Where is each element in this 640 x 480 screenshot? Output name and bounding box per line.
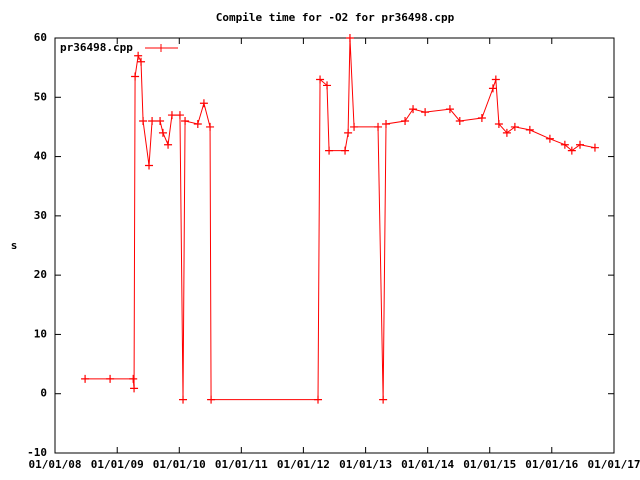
data-point [139, 117, 148, 125]
data-point [134, 51, 143, 60]
x-tick-label: 01/01/08 [29, 458, 82, 471]
data-point [325, 146, 334, 155]
y-tick-label: 60 [34, 31, 47, 44]
plot-frame [54, 37, 615, 454]
data-point [379, 395, 388, 404]
data-point [567, 146, 576, 155]
data-point [382, 119, 391, 128]
data-point [106, 374, 115, 383]
data-point [350, 122, 359, 131]
data-point [488, 84, 497, 93]
x-tick-label: 01/01/17 [588, 458, 640, 471]
data-point [341, 146, 350, 155]
data-point [502, 128, 511, 137]
x-tick-label: 01/01/12 [277, 458, 330, 471]
y-tick-label: 30 [34, 209, 47, 222]
x-tick-label: 01/01/15 [463, 458, 516, 471]
data-point [156, 117, 165, 125]
data-point [560, 140, 569, 149]
data-point [193, 119, 202, 128]
y-tick-label: 10 [34, 327, 47, 340]
data-point [477, 114, 486, 123]
data-point [131, 72, 140, 81]
data-point [494, 119, 503, 128]
y-tick-label: 0 [40, 387, 47, 400]
data-point [130, 384, 139, 393]
data-point [323, 81, 332, 90]
data-point [181, 117, 190, 125]
data-point [455, 117, 464, 125]
data-line [85, 37, 596, 401]
data-point [575, 140, 584, 149]
data-point [129, 374, 138, 383]
data-point [179, 395, 188, 404]
data-point [207, 395, 216, 404]
x-tick-label: 01/01/14 [401, 458, 454, 471]
data-point [199, 99, 208, 108]
data-point [167, 111, 176, 120]
legend-marker [157, 44, 165, 52]
x-tick-label: 01/01/13 [339, 458, 392, 471]
data-point [374, 122, 383, 131]
y-tick-label: -10 [27, 446, 47, 459]
y-tick-label: 20 [34, 268, 47, 281]
data-point [158, 128, 167, 137]
data-point [409, 105, 418, 114]
data-point [164, 140, 173, 149]
data-point [81, 374, 90, 383]
data-point [137, 57, 146, 66]
data-point [491, 75, 500, 84]
data-point [345, 34, 354, 42]
y-tick-label: 50 [34, 90, 47, 103]
data-point [175, 111, 184, 120]
data-point [316, 75, 325, 84]
data-point [145, 161, 154, 170]
x-tick-label: 01/01/16 [525, 458, 578, 471]
legend-label: pr36498.cpp [60, 41, 133, 54]
data-point [545, 134, 554, 143]
data-point [314, 395, 323, 404]
y-tick-label: 40 [34, 150, 47, 163]
x-tick-label: 01/01/09 [91, 458, 144, 471]
data-point [148, 117, 157, 125]
data-point [525, 125, 534, 134]
x-tick-label: 01/01/11 [215, 458, 268, 471]
x-tick-label: 01/01/10 [153, 458, 206, 471]
data-point [206, 122, 215, 131]
y-axis-label: s [11, 239, 18, 252]
data-point [510, 122, 519, 131]
data-point [445, 105, 454, 114]
chart-title: Compile time for -O2 for pr36498.cpp [216, 11, 455, 24]
data-point [590, 143, 599, 152]
data-point [421, 108, 430, 117]
data-point [344, 128, 353, 137]
data-point [401, 117, 410, 125]
